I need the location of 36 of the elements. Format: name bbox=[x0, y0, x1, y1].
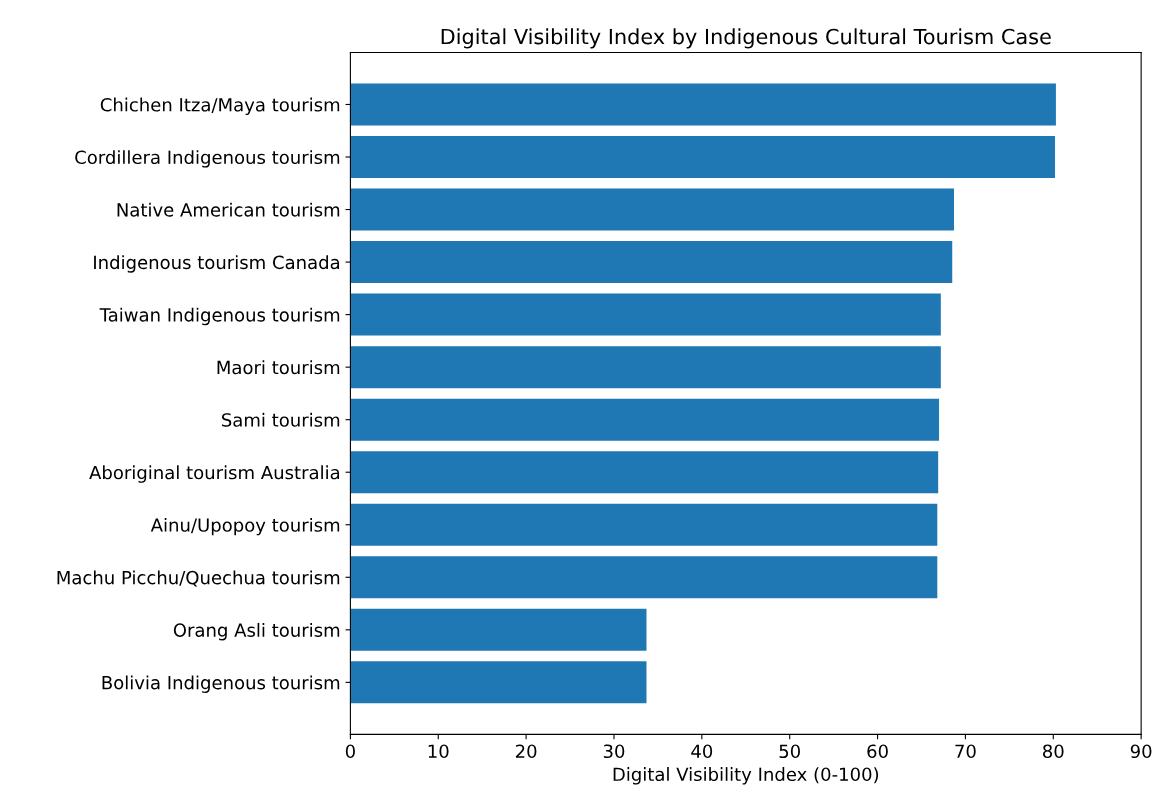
bar bbox=[350, 398, 940, 441]
x-tick-label: 90 bbox=[1130, 744, 1152, 759]
y-tick-label: Chichen Itza/Maya tourism bbox=[100, 97, 340, 116]
bar bbox=[350, 188, 954, 231]
bar bbox=[350, 346, 941, 389]
x-tick-label: 70 bbox=[955, 744, 976, 759]
y-tick-label: Taiwan Indigenous tourism bbox=[99, 307, 340, 326]
chart-title: Digital Visibility Index by Indigenous Cultural Tourism Case bbox=[441, 28, 1051, 49]
bar bbox=[350, 293, 941, 336]
bar bbox=[350, 241, 953, 284]
bar bbox=[350, 661, 647, 704]
y-tick-label: Cordillera Indigenous tourism bbox=[75, 150, 340, 168]
y-tick-label: Orang Asli tourism bbox=[173, 622, 340, 641]
x-tick-label: 50 bbox=[779, 744, 800, 759]
bar bbox=[350, 451, 939, 494]
bar bbox=[350, 135, 1056, 179]
bar bbox=[350, 503, 938, 546]
x-tick-label: 80 bbox=[1043, 744, 1064, 759]
x-tick-label: 60 bbox=[867, 744, 888, 759]
y-tick-label: Maori tourism bbox=[217, 360, 340, 375]
y-tick-label: Native American tourism bbox=[117, 202, 340, 217]
y-tick-label: Aboriginal tourism Australia bbox=[89, 465, 340, 483]
x-tick-label: 0 bbox=[345, 744, 355, 759]
y-tick-label: Bolivia Indigenous tourism bbox=[102, 675, 340, 693]
x-axis-title: Digital Visibility Index (0-100) bbox=[613, 767, 879, 785]
y-tick-label: Ainu/Upopoy tourism bbox=[150, 517, 340, 536]
y-tick-label: Indigenous tourism Canada bbox=[94, 255, 340, 273]
x-tick-label: 20 bbox=[515, 744, 537, 759]
x-tick-label: 40 bbox=[691, 744, 713, 759]
bar bbox=[350, 556, 938, 599]
y-tick-label: Machu Picchu/Quechua tourism bbox=[57, 570, 340, 587]
x-tick-label: 30 bbox=[603, 744, 625, 759]
bar bbox=[350, 83, 1056, 126]
bar bbox=[350, 608, 647, 651]
x-tick-label: 10 bbox=[428, 744, 449, 759]
y-tick-label: Sami tourism bbox=[222, 412, 340, 427]
